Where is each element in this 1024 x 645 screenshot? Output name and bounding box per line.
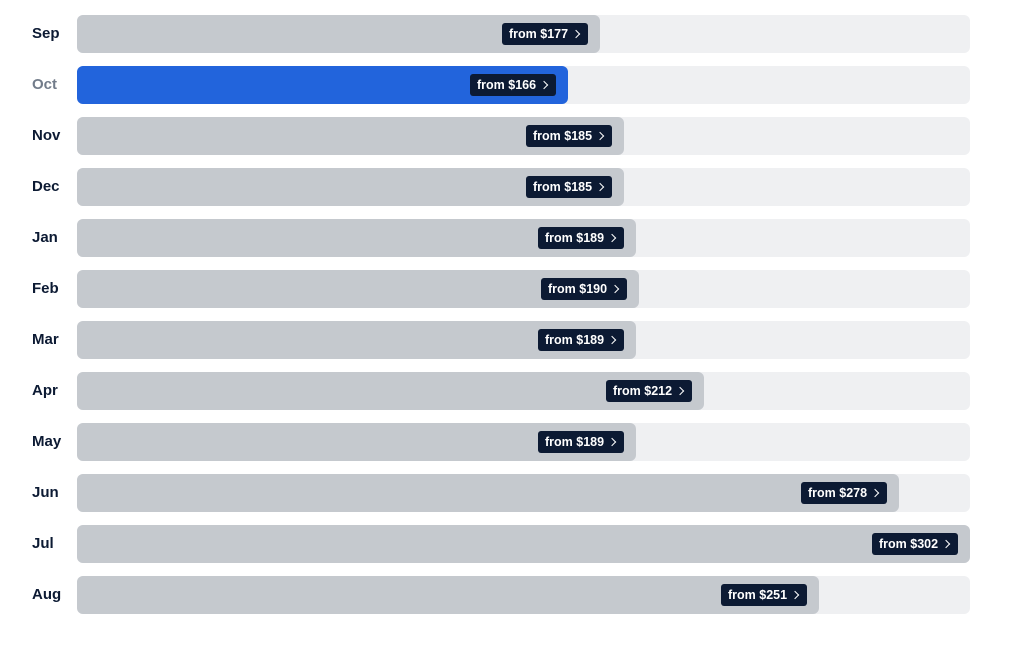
month-row-mar: Mar from $189: [0, 321, 1024, 359]
bar-track[interactable]: from $278: [77, 474, 970, 512]
month-label: Dec: [32, 178, 60, 195]
month-row-nov: Nov from $185: [0, 117, 1024, 155]
price-bar: [77, 576, 819, 614]
price-button[interactable]: from $189: [538, 431, 625, 453]
price-bar: [77, 525, 970, 563]
month-label: May: [32, 433, 62, 450]
chevron-right-icon: [607, 233, 617, 243]
month-row-aug: Aug from $251: [0, 576, 1024, 614]
price-button[interactable]: from $189: [538, 329, 625, 351]
bar-track[interactable]: from $190: [77, 270, 970, 308]
month-row-oct: Oct from $166: [0, 66, 1024, 104]
bar-track[interactable]: from $302: [77, 525, 970, 563]
price-label: from $302: [879, 537, 939, 551]
price-button[interactable]: from $185: [526, 176, 613, 198]
chevron-right-icon: [595, 131, 605, 141]
price-button[interactable]: from $166: [470, 74, 557, 96]
price-label: from $212: [613, 384, 673, 398]
price-label: from $189: [545, 231, 605, 245]
price-button[interactable]: from $212: [606, 380, 693, 402]
bar-track[interactable]: from $185: [77, 168, 970, 206]
month-label: Mar: [32, 331, 59, 348]
month-label: Feb: [32, 280, 59, 297]
price-button[interactable]: from $278: [801, 482, 888, 504]
price-button[interactable]: from $251: [721, 584, 808, 606]
month-row-jun: Jun from $278: [0, 474, 1024, 512]
price-label: from $177: [509, 27, 569, 41]
price-label: from $166: [477, 78, 537, 92]
price-button[interactable]: from $190: [541, 278, 628, 300]
bar-track[interactable]: from $189: [77, 321, 970, 359]
month-row-feb: Feb from $190: [0, 270, 1024, 308]
price-label: from $185: [533, 180, 593, 194]
price-label: from $278: [808, 486, 868, 500]
bar-track[interactable]: from $177: [77, 15, 970, 53]
price-label: from $185: [533, 129, 593, 143]
chevron-right-icon: [790, 590, 800, 600]
price-label: from $189: [545, 333, 605, 347]
price-bar: [77, 474, 899, 512]
price-label: from $190: [548, 282, 608, 296]
price-bar: [77, 372, 704, 410]
month-label: Aug: [32, 586, 62, 603]
month-label: Jun: [32, 484, 59, 501]
bar-track[interactable]: from $185: [77, 117, 970, 155]
bar-track[interactable]: from $189: [77, 219, 970, 257]
chevron-right-icon: [675, 386, 685, 396]
month-row-may: May from $189: [0, 423, 1024, 461]
month-row-sep: Sep from $177: [0, 15, 1024, 53]
chevron-right-icon: [595, 182, 605, 192]
month-row-apr: Apr from $212: [0, 372, 1024, 410]
month-label: Apr: [32, 382, 58, 399]
price-button[interactable]: from $302: [872, 533, 959, 555]
chevron-right-icon: [607, 335, 617, 345]
price-label: from $251: [728, 588, 788, 602]
month-row-dec: Dec from $185: [0, 168, 1024, 206]
month-label: Jul: [32, 535, 54, 552]
chevron-right-icon: [941, 539, 951, 549]
month-row-jan: Jan from $189: [0, 219, 1024, 257]
price-button[interactable]: from $189: [538, 227, 625, 249]
chevron-right-icon: [870, 488, 880, 498]
chevron-right-icon: [539, 80, 549, 90]
price-label: from $189: [545, 435, 605, 449]
month-label: Nov: [32, 127, 61, 144]
bar-track[interactable]: from $251: [77, 576, 970, 614]
month-label: Jan: [32, 229, 58, 246]
month-label: Sep: [32, 25, 60, 42]
month-label: Oct: [32, 76, 58, 93]
price-button[interactable]: from $177: [502, 23, 589, 45]
bar-track[interactable]: from $212: [77, 372, 970, 410]
bar-track[interactable]: from $189: [77, 423, 970, 461]
bar-track[interactable]: from $166: [77, 66, 970, 104]
price-button[interactable]: from $185: [526, 125, 613, 147]
month-row-jul: Jul from $302: [0, 525, 1024, 563]
chevron-right-icon: [610, 284, 620, 294]
chevron-right-icon: [571, 29, 581, 39]
chevron-right-icon: [607, 437, 617, 447]
